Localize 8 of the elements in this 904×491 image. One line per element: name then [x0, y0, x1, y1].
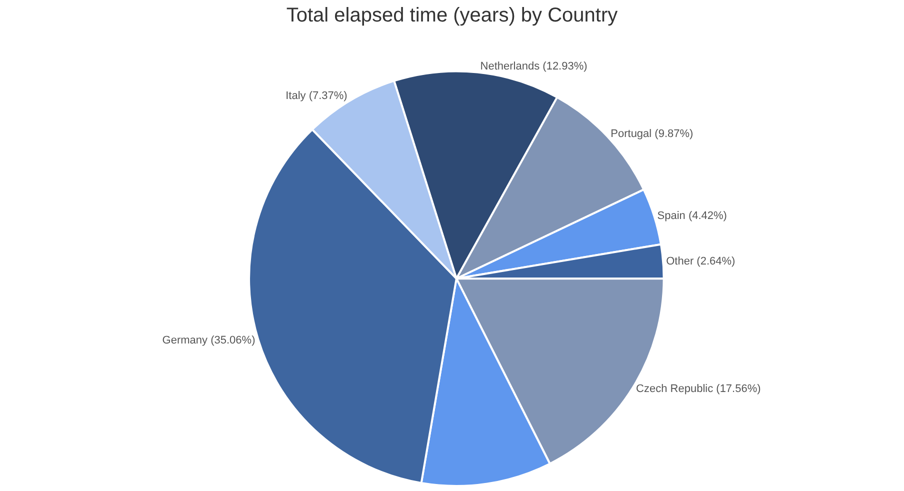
- slice-label: Czech Republic (17.56%): [636, 382, 761, 395]
- slice-label: Spain (4.42%): [657, 210, 727, 222]
- slice-label: Italy (7.37%): [286, 90, 348, 102]
- slice-label: Portugal (9.87%): [610, 128, 694, 140]
- slice-label: Germany (35.06%): [162, 334, 256, 346]
- slice-label: Netherlands (12.93%): [480, 60, 588, 72]
- slice-label: Other (2.64%): [666, 255, 736, 268]
- chart-title: Total elapsed time (years) by Country: [286, 4, 618, 26]
